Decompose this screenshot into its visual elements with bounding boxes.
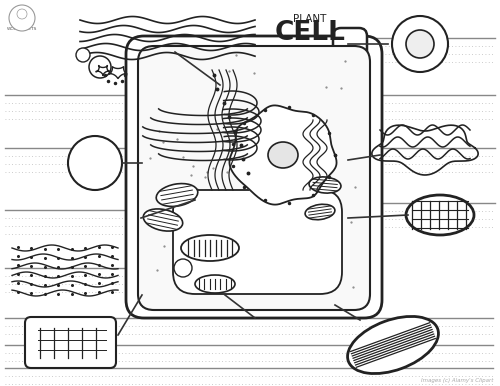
FancyBboxPatch shape [25,317,116,368]
Circle shape [392,16,448,72]
Ellipse shape [305,204,335,220]
Ellipse shape [181,235,239,261]
Text: SUPERSTAR
WORKSHEETS: SUPERSTAR WORKSHEETS [7,22,37,30]
Text: CELL: CELL [274,20,345,46]
Ellipse shape [156,184,198,207]
FancyBboxPatch shape [138,46,370,310]
Polygon shape [230,105,336,205]
Text: Images (c) Alamy's Clipart: Images (c) Alamy's Clipart [420,378,493,383]
Circle shape [406,30,434,58]
Ellipse shape [406,195,474,235]
FancyBboxPatch shape [126,36,382,318]
Ellipse shape [348,317,438,374]
Circle shape [174,259,192,277]
Ellipse shape [268,142,298,168]
Circle shape [9,5,35,31]
Ellipse shape [195,275,235,293]
Circle shape [89,56,111,78]
Ellipse shape [309,177,341,193]
Ellipse shape [144,209,182,231]
Circle shape [68,136,122,190]
Circle shape [76,48,90,62]
Text: PLANT: PLANT [294,14,326,24]
FancyBboxPatch shape [173,190,342,294]
FancyBboxPatch shape [333,28,367,60]
